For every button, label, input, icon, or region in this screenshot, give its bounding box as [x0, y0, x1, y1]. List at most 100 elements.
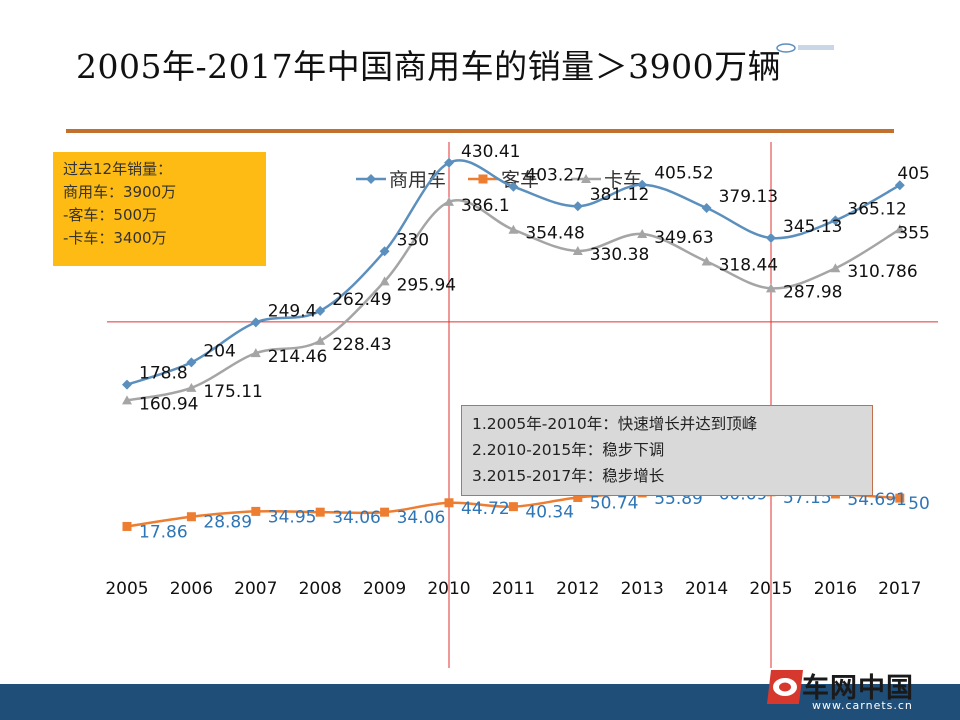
data-label: 249.4 — [268, 301, 317, 321]
data-label: 34.06 — [397, 508, 446, 528]
data-point-marker — [122, 395, 132, 405]
x-tick-label: 2012 — [556, 579, 599, 599]
x-tick-label: 2013 — [621, 579, 664, 599]
data-label: 345.13 — [783, 217, 842, 237]
data-point-marker — [250, 317, 261, 328]
data-point-marker — [186, 512, 196, 522]
data-label: 34.95 — [268, 507, 317, 527]
sales-summary-box: 过去12年销量： 商用车：3900万 -客车：500万 -卡车：3400万 — [53, 152, 266, 266]
data-label: 330.38 — [590, 245, 649, 265]
data-label: 262.49 — [332, 290, 391, 310]
data-point-marker — [572, 201, 583, 212]
data-point-marker — [894, 180, 905, 191]
phase-line: 1.2005年-2010年：快速增长并达到顶峰 — [472, 415, 758, 433]
data-point-marker — [251, 506, 261, 516]
legend-swatch-marker — [366, 174, 376, 184]
data-point-marker — [508, 181, 519, 192]
x-tick-label: 2009 — [363, 579, 406, 599]
data-label: 310.786 — [847, 262, 917, 282]
data-label: 386.1 — [461, 196, 510, 216]
data-point-marker — [122, 521, 132, 531]
data-label: 34.06 — [332, 508, 381, 528]
x-tick-label: 2015 — [749, 579, 792, 599]
data-label: 204 — [203, 341, 235, 361]
x-tick-label: 2010 — [427, 579, 470, 599]
data-label: 430.41 — [461, 142, 520, 162]
brand-url: www.carnets.cn — [812, 699, 913, 712]
data-point-marker — [508, 502, 518, 512]
x-tick-label: 2014 — [685, 579, 728, 599]
data-label: 403.27 — [525, 166, 584, 186]
summary-line: 商用车：3900万 — [63, 183, 177, 201]
title-divider — [66, 129, 894, 133]
data-point-marker — [830, 215, 841, 226]
data-point-marker — [444, 157, 454, 168]
data-point-marker — [894, 224, 905, 234]
x-tick-label: 2008 — [299, 579, 342, 599]
legend-swatch-marker — [581, 174, 591, 183]
data-label: 28.89 — [203, 513, 252, 533]
legend-swatch-marker — [478, 174, 488, 184]
data-point-marker — [572, 245, 583, 255]
data-point-marker — [508, 224, 519, 234]
data-point-marker — [186, 382, 197, 392]
x-tick-label: 2016 — [814, 579, 857, 599]
slide-title: 2005年-2017年中国商用车的销量＞3900万辆 — [76, 47, 782, 86]
data-point-marker — [315, 335, 326, 345]
data-label: 405 — [897, 164, 929, 184]
data-point-marker — [766, 232, 776, 243]
data-label: 330 — [397, 230, 429, 250]
data-label: 175.11 — [203, 382, 262, 402]
summary-line: -卡车：3400万 — [63, 229, 167, 247]
data-point-marker — [250, 348, 261, 358]
data-point-marker — [637, 229, 648, 239]
data-label: 17.86 — [139, 522, 188, 542]
data-point-marker — [379, 246, 390, 257]
data-point-marker — [573, 492, 583, 502]
x-tick-label: 2007 — [234, 579, 277, 599]
data-point-marker — [830, 263, 841, 273]
data-point-marker — [701, 202, 712, 213]
data-label: 160.94 — [139, 394, 198, 414]
data-label: 318.44 — [719, 255, 778, 275]
data-point-marker — [380, 507, 390, 517]
data-point-marker — [766, 283, 776, 293]
x-tick-label: 2017 — [878, 579, 921, 599]
x-tick-label: 2011 — [492, 579, 535, 599]
data-point-marker — [444, 196, 454, 206]
brand-name: 车网中国 — [802, 673, 914, 704]
data-label: 295.94 — [397, 275, 456, 295]
summary-line: 过去12年销量： — [63, 160, 173, 178]
logo-badge-icon — [776, 43, 834, 53]
data-label: 349.63 — [654, 228, 713, 248]
data-label: 50 — [908, 494, 930, 514]
data-label: 40.34 — [525, 503, 574, 523]
carnets-logo-icon — [767, 670, 803, 704]
data-point-marker — [186, 357, 197, 368]
data-point-marker — [315, 507, 325, 517]
data-label: 287.98 — [783, 282, 842, 302]
data-label: 44.72 — [461, 499, 510, 519]
data-label: 355 — [897, 223, 929, 243]
data-label: 178.8 — [139, 364, 188, 384]
x-tick-label: 2005 — [105, 579, 148, 599]
data-label: 365.12 — [847, 199, 906, 219]
data-point-marker — [895, 493, 905, 503]
data-label: 354.48 — [525, 224, 584, 244]
data-point-marker — [701, 256, 712, 266]
data-point-marker — [637, 179, 648, 190]
data-point-marker — [315, 305, 326, 316]
data-label: 381.12 — [590, 185, 649, 205]
legend-label: 商用车 — [389, 169, 446, 191]
data-label: 379.13 — [719, 187, 778, 207]
data-label: 214.46 — [268, 347, 327, 367]
phases-box: 1.2005年-2010年：快速增长并达到顶峰 2.2010-2015年：稳步下… — [461, 405, 873, 496]
data-label: 228.43 — [332, 335, 391, 355]
data-point-marker — [444, 498, 454, 508]
summary-line: -客车：500万 — [63, 206, 158, 224]
x-tick-label: 2006 — [170, 579, 213, 599]
data-point-marker — [122, 379, 132, 390]
phase-line: 3.2015-2017年：稳步增长 — [472, 467, 665, 485]
data-label: 405.52 — [654, 164, 713, 184]
